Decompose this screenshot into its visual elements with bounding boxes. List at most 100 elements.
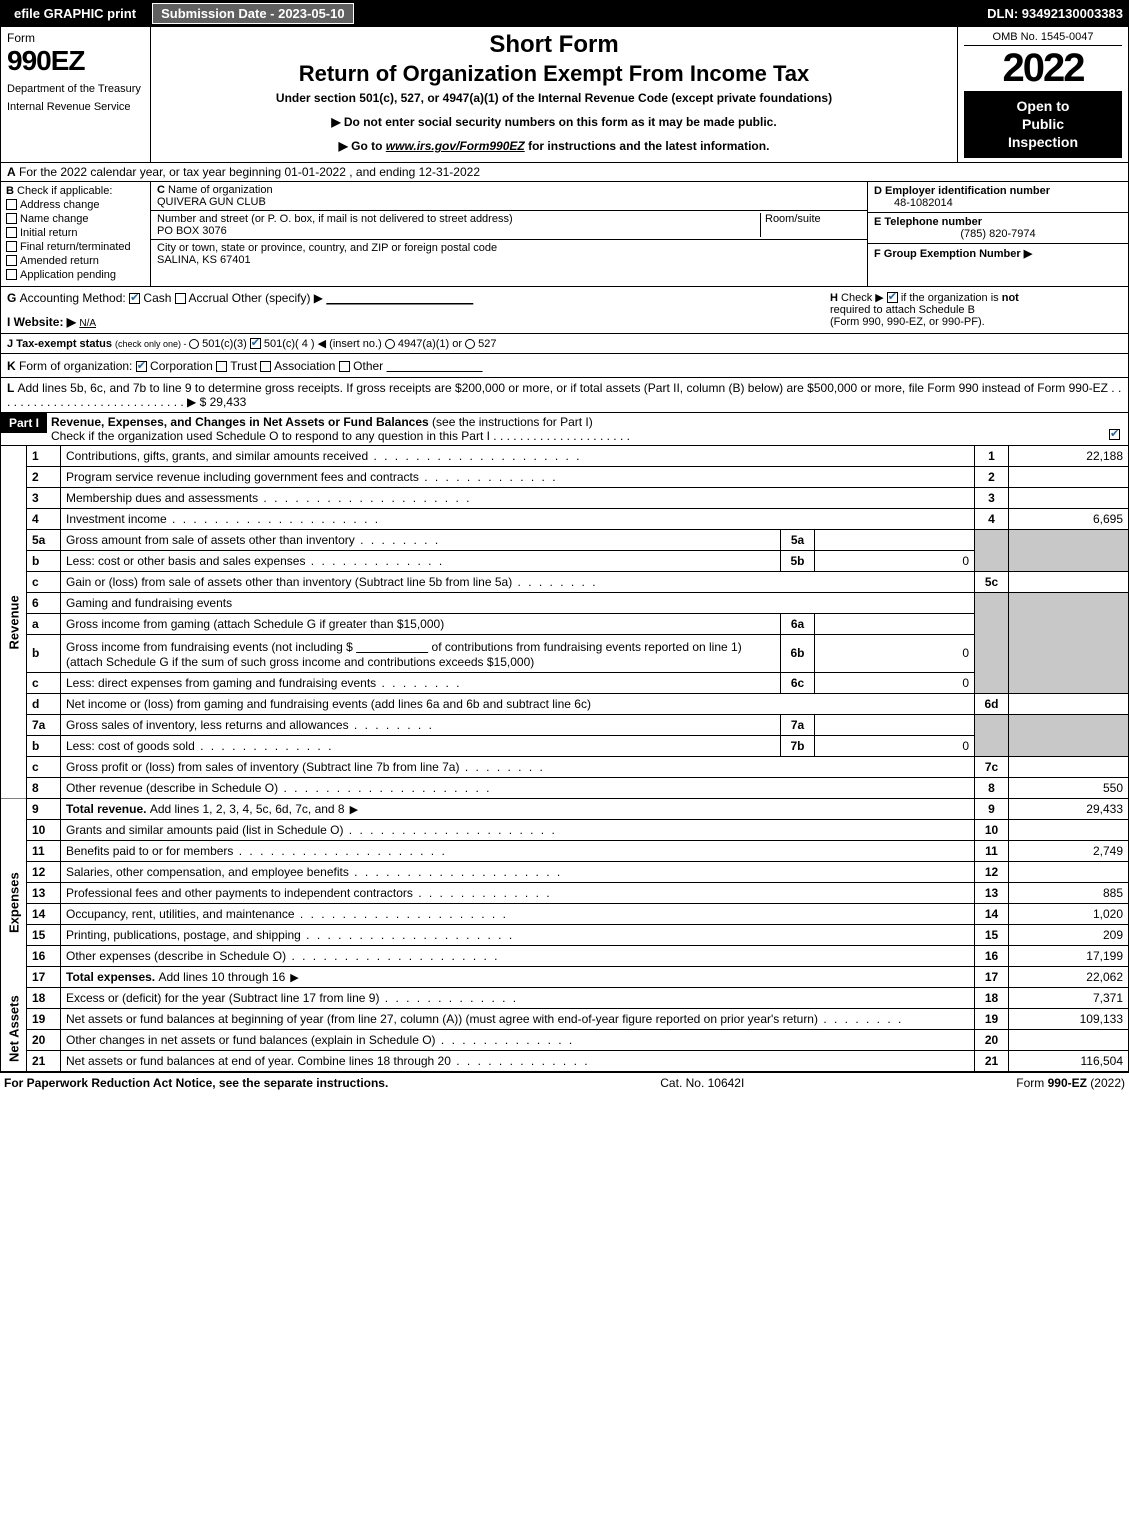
- footer-left: For Paperwork Reduction Act Notice, see …: [4, 1076, 388, 1090]
- checkbox-icon: [6, 227, 17, 238]
- box-no: 19: [975, 1008, 1009, 1029]
- line-no: 10: [27, 819, 61, 840]
- h-text4: (Form 990, 990-EZ, or 990-PF).: [830, 316, 985, 328]
- checkbox-icon: [6, 213, 17, 224]
- table-row: 3 Membership dues and assessments 3: [1, 487, 1129, 508]
- line-desc: Investment income: [61, 508, 975, 529]
- form-label: Form: [7, 31, 144, 45]
- sub-val: 0: [815, 735, 975, 756]
- table-row: 8 Other revenue (describe in Schedule O)…: [1, 777, 1129, 798]
- sub-label: 5a: [781, 529, 815, 550]
- table-row: 7a Gross sales of inventory, less return…: [1, 714, 1129, 735]
- chk-amended-return[interactable]: Amended return: [6, 255, 145, 267]
- d-cell: D Employer identification number 48-1082…: [868, 182, 1128, 213]
- chk-address-change[interactable]: Address change: [6, 199, 145, 211]
- box-val: [1009, 1029, 1129, 1050]
- box-no: 20: [975, 1029, 1009, 1050]
- line-no: 20: [27, 1029, 61, 1050]
- sub-val: 0: [815, 634, 975, 672]
- box-no: 2: [975, 466, 1009, 487]
- row-i: I Website: ▶ N/A: [7, 315, 822, 329]
- part1-title: Revenue, Expenses, and Changes in Net As…: [51, 415, 432, 429]
- box-no: 6d: [975, 693, 1009, 714]
- line-no: a: [27, 613, 61, 634]
- row-a-text: For the 2022 calendar year, or tax year …: [16, 165, 480, 179]
- box-no: 18: [975, 987, 1009, 1008]
- e-cell: E Telephone number (785) 820-7974: [868, 213, 1128, 244]
- box-no: 9: [975, 798, 1009, 819]
- line-desc: Contributions, gifts, grants, and simila…: [61, 446, 975, 467]
- col-b-header: B Check if applicable:: [6, 185, 145, 197]
- chk-other[interactable]: [339, 361, 350, 372]
- instruction-1: ▶ Do not enter social security numbers o…: [161, 115, 947, 129]
- city-value: SALINA, KS 67401: [157, 254, 251, 266]
- checkbox-icon: [6, 255, 17, 266]
- line-desc: Salaries, other compensation, and employ…: [61, 861, 975, 882]
- sub-val: [815, 529, 975, 550]
- box-no: 1: [975, 446, 1009, 467]
- line-no: 15: [27, 924, 61, 945]
- tax-year: 2022: [964, 46, 1122, 91]
- g-cash: Cash: [140, 291, 175, 305]
- box-val: 116,504: [1009, 1050, 1129, 1071]
- inspection-l2: Public: [968, 115, 1118, 133]
- street-value: PO BOX 3076: [157, 225, 227, 237]
- empty-side: [1, 798, 27, 819]
- chk-name-change[interactable]: Name change: [6, 213, 145, 225]
- chk-final-return[interactable]: Final return/terminated: [6, 241, 145, 253]
- sub-val: 0: [815, 550, 975, 571]
- k-assoc: Association: [271, 359, 338, 373]
- g-other-line: ______________________: [326, 291, 473, 305]
- chk-trust[interactable]: [216, 361, 227, 372]
- chk-accrual[interactable]: [175, 293, 186, 304]
- chk-501c[interactable]: [250, 338, 261, 349]
- k-corp: Corporation: [147, 359, 216, 373]
- l-text: Add lines 5b, 6c, and 7b to line 9 to de…: [7, 381, 1121, 409]
- table-row: 4 Investment income 4 6,695: [1, 508, 1129, 529]
- box-val: 22,062: [1009, 966, 1129, 987]
- part1-subtitle: (see the instructions for Part I): [432, 415, 593, 429]
- l-label: L: [7, 381, 17, 395]
- ein-value: 48-1082014: [874, 197, 953, 209]
- g-text: Accounting Method:: [20, 291, 129, 305]
- instruction-2: ▶ Go to www.irs.gov/Form990EZ for instru…: [161, 139, 947, 153]
- table-row: 19 Net assets or fund balances at beginn…: [1, 1008, 1129, 1029]
- chk-association[interactable]: [260, 361, 271, 372]
- box-no: 14: [975, 903, 1009, 924]
- box-no: 5c: [975, 571, 1009, 592]
- irs-link[interactable]: www.irs.gov/Form990EZ: [386, 139, 525, 153]
- row-ghi: G Accounting Method: Cash Accrual Other …: [0, 287, 1129, 334]
- chk-cash[interactable]: [129, 293, 140, 304]
- dln-label: DLN: 93492130003383: [987, 6, 1123, 21]
- line-no: 7a: [27, 714, 61, 735]
- chk-schedule-b[interactable]: [887, 292, 898, 303]
- line-desc: Total revenue. Add lines 1, 2, 3, 4, 5c,…: [61, 798, 975, 819]
- k-other: Other: [350, 359, 383, 373]
- chk-application-pending[interactable]: Application pending: [6, 269, 145, 281]
- chk-corporation[interactable]: [136, 361, 147, 372]
- box-no: 17: [975, 966, 1009, 987]
- j-opt1: 501(c)(3): [199, 338, 250, 350]
- line-desc: Gross amount from sale of assets other t…: [61, 529, 781, 550]
- city-label: City or town, state or province, country…: [157, 242, 497, 254]
- radio-4947[interactable]: [385, 339, 395, 349]
- instr2-suffix: for instructions and the latest informat…: [525, 139, 770, 153]
- part1-title-area: Revenue, Expenses, and Changes in Net As…: [47, 413, 1128, 445]
- line-desc: Program service revenue including govern…: [61, 466, 975, 487]
- line-desc: Less: direct expenses from gaming and fu…: [61, 672, 781, 693]
- chk-initial-return[interactable]: Initial return: [6, 227, 145, 239]
- sub-label: 5b: [781, 550, 815, 571]
- dept-treasury: Department of the Treasury: [7, 83, 144, 95]
- line-no: d: [27, 693, 61, 714]
- radio-527[interactable]: [465, 339, 475, 349]
- radio-501c3[interactable]: [189, 339, 199, 349]
- line-no: b: [27, 550, 61, 571]
- opt-name: Name change: [20, 213, 89, 225]
- line-desc: Gross income from gaming (attach Schedul…: [61, 613, 781, 634]
- box-val: 109,133: [1009, 1008, 1129, 1029]
- chk-schedule-o[interactable]: [1109, 429, 1120, 440]
- main-title: Return of Organization Exempt From Incom…: [161, 61, 947, 87]
- checkbox-icon: [6, 269, 17, 280]
- line-no: 13: [27, 882, 61, 903]
- h-not: not: [1002, 292, 1019, 304]
